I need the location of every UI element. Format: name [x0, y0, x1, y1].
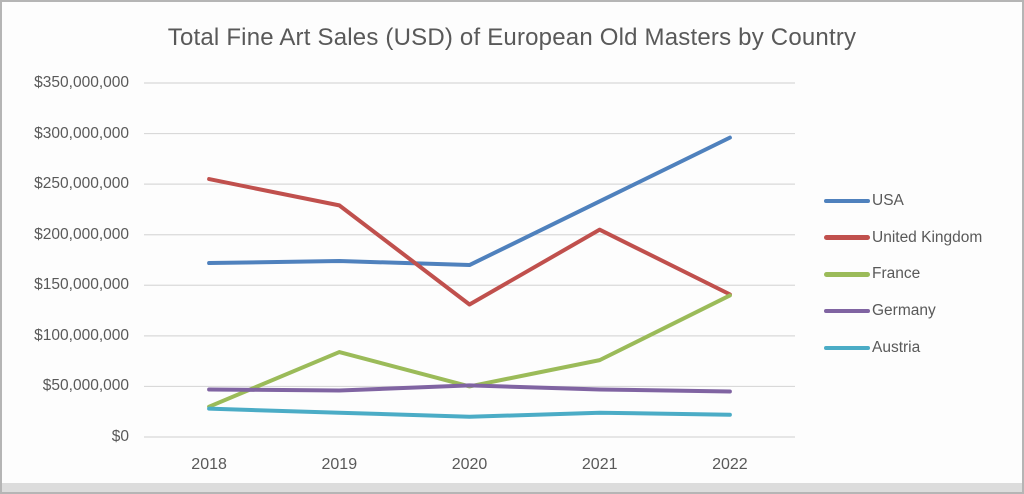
legend-label: Germany [872, 302, 936, 320]
legend-item-france: France [824, 264, 920, 284]
legend-item-usa: USA [824, 191, 904, 211]
x-tick-label: 2022 [712, 456, 748, 473]
x-tick-label: 2021 [581, 456, 618, 473]
y-tick-label: $300,000,000 [34, 124, 129, 142]
legend-label: France [872, 265, 921, 283]
y-tick-label: $150,000,000 [34, 276, 129, 294]
legend-line-swatch [824, 198, 870, 204]
y-tick-label: $200,000,000 [34, 225, 129, 243]
legend-line-swatch [824, 345, 870, 351]
y-tick-label: $50,000,000 [42, 377, 129, 395]
x-tick-label: 2019 [321, 456, 358, 473]
chart-title: Total Fine Art Sales (USD) of European O… [167, 24, 857, 51]
series-line-germany [207, 383, 732, 394]
legend-line-swatch [824, 308, 870, 314]
legend-label: USA [872, 192, 904, 209]
legend-item-austria: Austria [824, 338, 920, 358]
series-line-united-kingdom [207, 177, 732, 307]
y-tick-label: $350,000,000 [34, 74, 129, 91]
y-tick-label: $250,000,000 [34, 175, 129, 193]
y-tick-label: $100,000,000 [34, 326, 129, 344]
y-tick-label: $0 [111, 428, 129, 445]
legend-line-swatch [824, 235, 870, 240]
legend-item-germany: Germany [824, 301, 936, 321]
legend-label: United Kingdom [872, 228, 983, 246]
series-line-usa [207, 135, 732, 268]
x-tick-label: 2020 [451, 456, 488, 473]
legend-label: Austria [872, 338, 921, 356]
series-line-austria [207, 406, 732, 419]
window-bottom-edge [2, 483, 1022, 492]
legend-item-united-kingdom: United Kingdom [824, 228, 982, 248]
legend-line-swatch [824, 272, 870, 277]
x-tick-label: 2018 [191, 456, 227, 473]
